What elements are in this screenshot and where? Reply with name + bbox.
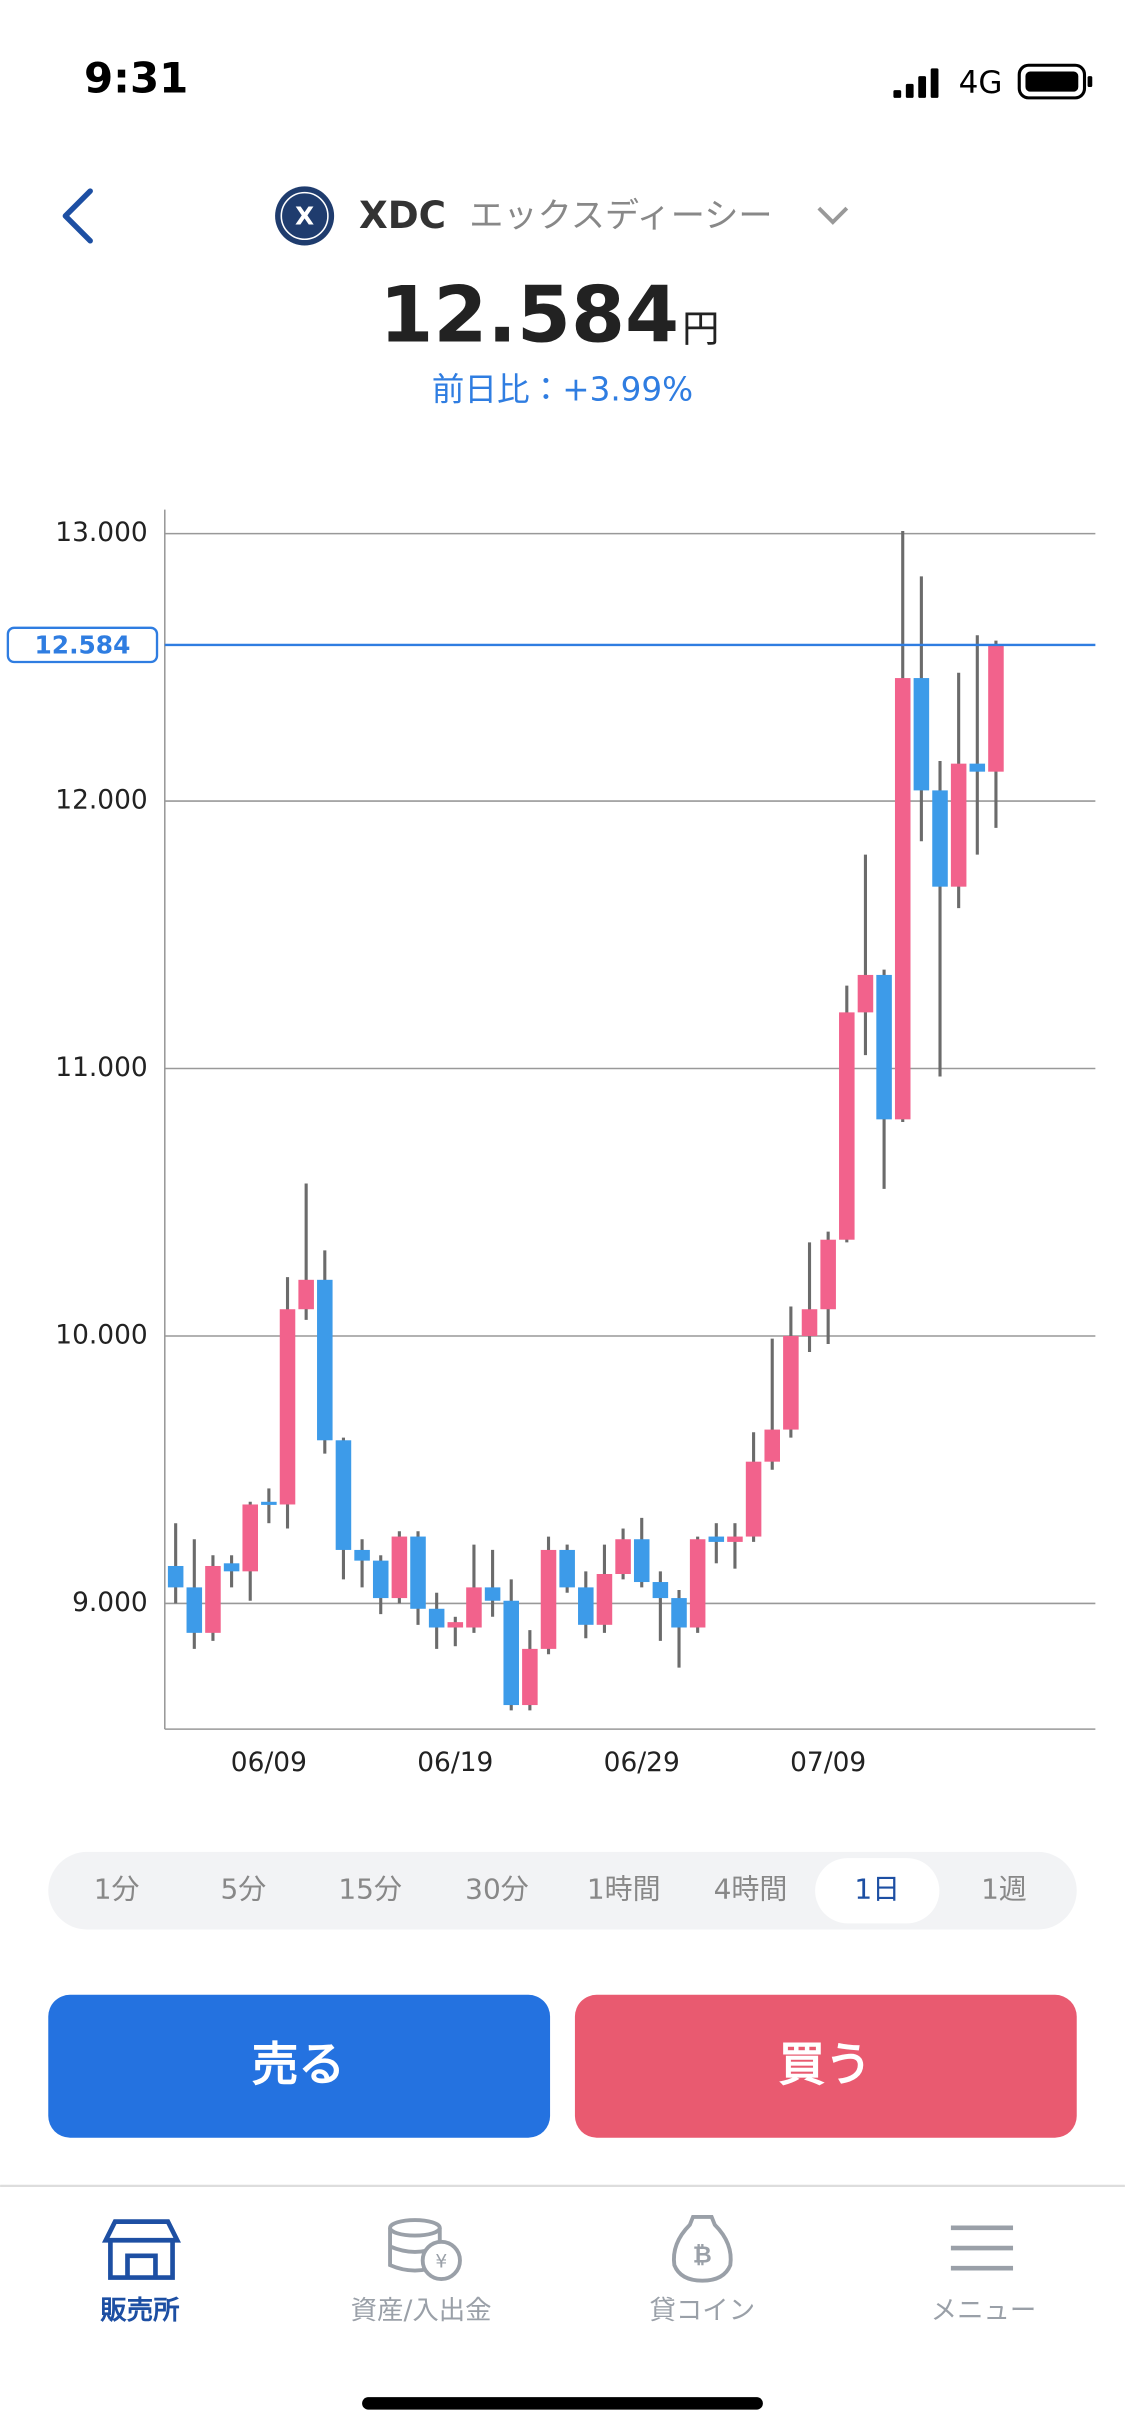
candle-body: [261, 1501, 277, 1505]
y-tick-label: 9.000: [72, 1587, 148, 1618]
coin-symbol[interactable]: XDC: [359, 193, 446, 237]
buy-label[interactable]: 買う: [778, 2037, 871, 2091]
candle-body: [894, 678, 911, 1120]
candle-body: [839, 1012, 855, 1240]
coin-dropdown[interactable]: [817, 206, 849, 225]
timeframe-selected[interactable]: [815, 1858, 940, 1924]
candle-body: [186, 1587, 203, 1633]
candle-body: [447, 1622, 464, 1628]
candle-body: [410, 1536, 426, 1609]
y-tick-label: 11.000: [55, 1052, 147, 1083]
candle-body: [820, 1239, 836, 1310]
y-tick-label: 12.000: [55, 785, 147, 816]
timeframe-tab[interactable]: 4時間: [714, 1873, 788, 1906]
candle-body: [801, 1309, 818, 1336]
candle-body: [317, 1279, 333, 1441]
candle-body: [708, 1536, 725, 1542]
chart: 9.000 10.000 11.000 12.000 13.000 06/09 06/19 0…: [6, 509, 1096, 1778]
candle-body: [242, 1504, 258, 1572]
svg-text:X: X: [295, 201, 314, 230]
price-unit: 円: [682, 306, 719, 350]
y-tick-label: 10.000: [55, 1319, 147, 1350]
candle-body: [578, 1587, 594, 1625]
price-change: 前日比：+3.99%: [432, 370, 693, 408]
candle-body: [522, 1648, 538, 1706]
candle-body: [913, 678, 930, 791]
candle-body: [988, 645, 1004, 772]
timeframe-tab[interactable]: 1分: [94, 1873, 140, 1906]
back-button[interactable]: [62, 188, 93, 244]
candle-body: [540, 1549, 557, 1649]
candle-body: [503, 1600, 519, 1706]
timeframe-tab[interactable]: 1時間: [587, 1873, 661, 1906]
timeframe-tab[interactable]: 30分: [465, 1873, 529, 1906]
candle-body: [932, 790, 948, 887]
timeframe-bar: [48, 1851, 1077, 1930]
timeframe-tab[interactable]: 1日: [854, 1873, 900, 1906]
sell-label[interactable]: 売る: [252, 2037, 345, 2091]
nav-label[interactable]: 貸コイン: [650, 2295, 756, 2326]
timeframe-tab[interactable]: 1週: [981, 1873, 1027, 1906]
coin-icon: X: [275, 186, 335, 246]
candle-body: [783, 1335, 799, 1430]
candle-body: [764, 1429, 780, 1462]
coin-name[interactable]: エックスディーシー: [469, 196, 772, 236]
timeframe-tab[interactable]: 5分: [221, 1873, 267, 1906]
nav-icon-menu: [950, 2225, 1014, 2271]
candle-body: [354, 1549, 370, 1561]
candle-body: [633, 1539, 650, 1583]
candle-body: [279, 1309, 296, 1505]
candle-body: [876, 974, 892, 1120]
svg-text:¥: ¥: [435, 2252, 447, 2273]
candle-body: [615, 1539, 631, 1575]
nav-label[interactable]: 資産/入出金: [351, 2295, 492, 2326]
buy-button[interactable]: [574, 1994, 1077, 2138]
y-tick-label: 13.000: [55, 517, 147, 548]
nav-icon-assets: ¥: [388, 2218, 462, 2282]
nav-icon-lend: ₿: [671, 2215, 733, 2283]
candle-body: [969, 763, 986, 772]
candle-body: [335, 1440, 352, 1550]
candle-body: [298, 1279, 314, 1310]
candle-body: [689, 1539, 706, 1628]
candle-body: [484, 1587, 501, 1601]
candle-body: [167, 1565, 184, 1588]
candle-body: [857, 974, 874, 1013]
x-tick-label: 06/29: [604, 1747, 680, 1778]
status-network: 4G: [959, 65, 1003, 101]
current-price-label: 12.584: [35, 630, 131, 659]
svg-text:₿: ₿: [693, 2241, 712, 2268]
candle-body: [652, 1582, 669, 1599]
nav-icon-shop: [101, 2219, 181, 2280]
x-tick-label: 07/09: [790, 1747, 866, 1778]
timeframe-tab[interactable]: 15分: [338, 1873, 402, 1906]
sell-button[interactable]: [48, 1994, 551, 2138]
candle-body: [372, 1560, 389, 1599]
current-price-box: [6, 626, 159, 664]
candle-body: [223, 1563, 240, 1572]
candle-body: [596, 1574, 613, 1625]
candle-body: [745, 1461, 762, 1537]
candle-body: [428, 1608, 445, 1628]
candle-body: [671, 1598, 687, 1628]
x-tick-label: 06/19: [417, 1747, 493, 1778]
price: 12.584: [379, 271, 679, 361]
status-time: 9:31: [84, 53, 188, 102]
candle-body: [391, 1536, 408, 1599]
battery-icon: [1017, 63, 1093, 100]
x-tick-label: 06/09: [231, 1747, 307, 1778]
timeframe-tabs: 1分 5分 15分 30分 1時間 4時間 1日 1週: [94, 1858, 1027, 1924]
nav-label[interactable]: 販売所: [100, 2295, 179, 2326]
candle-body: [559, 1549, 575, 1588]
signal-icon: [893, 68, 939, 98]
candle-body: [950, 763, 967, 887]
nav-label[interactable]: メニュー: [931, 2295, 1037, 2326]
candle-body: [466, 1587, 482, 1628]
home-indicator: [362, 2397, 763, 2410]
candle-body: [205, 1565, 221, 1633]
candle-body: [727, 1536, 743, 1542]
nav: 販売所 資産/入出金 貸コイン メニュー: [100, 2295, 1036, 2326]
